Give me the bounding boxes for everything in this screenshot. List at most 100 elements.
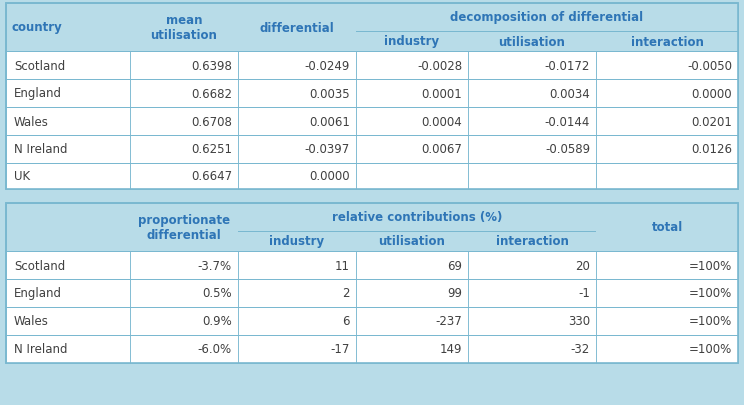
- Bar: [737, 203, 738, 252]
- Bar: [596, 307, 738, 335]
- Bar: [237, 108, 238, 136]
- Bar: [468, 52, 596, 80]
- Text: -17: -17: [330, 343, 350, 356]
- Bar: [596, 279, 738, 307]
- Bar: [468, 80, 596, 108]
- Text: 149: 149: [440, 343, 462, 356]
- Bar: [130, 164, 238, 190]
- Bar: [468, 136, 596, 164]
- Text: -32: -32: [571, 343, 590, 356]
- Bar: [596, 335, 597, 363]
- Bar: [468, 252, 596, 279]
- Bar: [356, 279, 468, 307]
- Bar: [129, 52, 130, 80]
- Bar: [238, 108, 356, 136]
- Text: utilisation: utilisation: [498, 35, 565, 48]
- Bar: [6, 4, 738, 190]
- Text: 0.5%: 0.5%: [202, 287, 232, 300]
- Bar: [6, 108, 7, 136]
- Bar: [468, 279, 596, 307]
- Bar: [238, 279, 356, 307]
- Bar: [6, 279, 130, 307]
- Text: 0.0061: 0.0061: [309, 115, 350, 128]
- Text: -0.0397: -0.0397: [305, 143, 350, 156]
- Bar: [6, 52, 738, 53]
- Text: 0.0001: 0.0001: [421, 87, 462, 100]
- Bar: [129, 335, 130, 363]
- Bar: [737, 252, 738, 279]
- Bar: [468, 335, 596, 363]
- Text: 0.0004: 0.0004: [421, 115, 462, 128]
- Bar: [238, 136, 356, 164]
- Bar: [467, 203, 469, 252]
- Bar: [468, 108, 596, 136]
- Bar: [6, 203, 7, 252]
- Bar: [596, 252, 597, 279]
- Bar: [237, 164, 238, 190]
- Text: 0.0067: 0.0067: [421, 143, 462, 156]
- Bar: [238, 335, 356, 363]
- Bar: [6, 203, 738, 252]
- Bar: [467, 108, 469, 136]
- Bar: [6, 80, 130, 108]
- Bar: [356, 307, 468, 335]
- Bar: [6, 80, 738, 81]
- Text: 69: 69: [447, 259, 462, 272]
- Text: 0.0000: 0.0000: [310, 170, 350, 183]
- Bar: [596, 203, 597, 252]
- Text: decomposition of differential: decomposition of differential: [450, 11, 644, 24]
- Bar: [237, 279, 238, 307]
- Bar: [596, 164, 597, 190]
- Bar: [6, 108, 130, 136]
- Bar: [596, 52, 597, 80]
- Bar: [596, 52, 738, 80]
- Bar: [467, 279, 469, 307]
- Bar: [6, 80, 7, 108]
- Text: Scotland: Scotland: [14, 60, 65, 72]
- Bar: [237, 335, 238, 363]
- Bar: [237, 307, 238, 335]
- Bar: [130, 136, 238, 164]
- Bar: [596, 136, 738, 164]
- Bar: [6, 252, 7, 279]
- Text: =100%: =100%: [689, 287, 732, 300]
- Text: -0.0028: -0.0028: [417, 60, 462, 72]
- Text: =100%: =100%: [689, 259, 732, 272]
- Bar: [237, 203, 238, 252]
- Bar: [6, 203, 738, 363]
- Bar: [130, 252, 238, 279]
- Bar: [237, 136, 238, 164]
- Bar: [356, 52, 468, 80]
- Bar: [737, 52, 738, 80]
- Text: relative contributions (%): relative contributions (%): [332, 211, 502, 224]
- Bar: [130, 307, 238, 335]
- Text: proportionate
differential: proportionate differential: [138, 213, 230, 241]
- Text: Wales: Wales: [14, 315, 49, 328]
- Bar: [129, 108, 130, 136]
- Text: utilisation: utilisation: [379, 235, 446, 248]
- Bar: [6, 164, 130, 190]
- Text: UK: UK: [14, 170, 30, 183]
- Text: 0.6251: 0.6251: [191, 143, 232, 156]
- Bar: [467, 4, 469, 52]
- Text: 0.0126: 0.0126: [691, 143, 732, 156]
- Bar: [238, 231, 596, 232]
- Bar: [6, 4, 738, 190]
- Text: 6: 6: [342, 315, 350, 328]
- Bar: [6, 52, 7, 80]
- Bar: [6, 307, 130, 335]
- Bar: [596, 164, 738, 190]
- Bar: [596, 252, 738, 279]
- Bar: [237, 4, 238, 52]
- Text: 20: 20: [575, 259, 590, 272]
- Bar: [6, 136, 7, 164]
- Bar: [237, 52, 238, 80]
- Text: 0.0000: 0.0000: [691, 87, 732, 100]
- Bar: [596, 279, 597, 307]
- Bar: [129, 136, 130, 164]
- Bar: [6, 335, 7, 363]
- Bar: [238, 164, 356, 190]
- Text: -0.0249: -0.0249: [304, 60, 350, 72]
- Text: differential: differential: [260, 21, 334, 34]
- Text: mean
utilisation: mean utilisation: [150, 14, 217, 42]
